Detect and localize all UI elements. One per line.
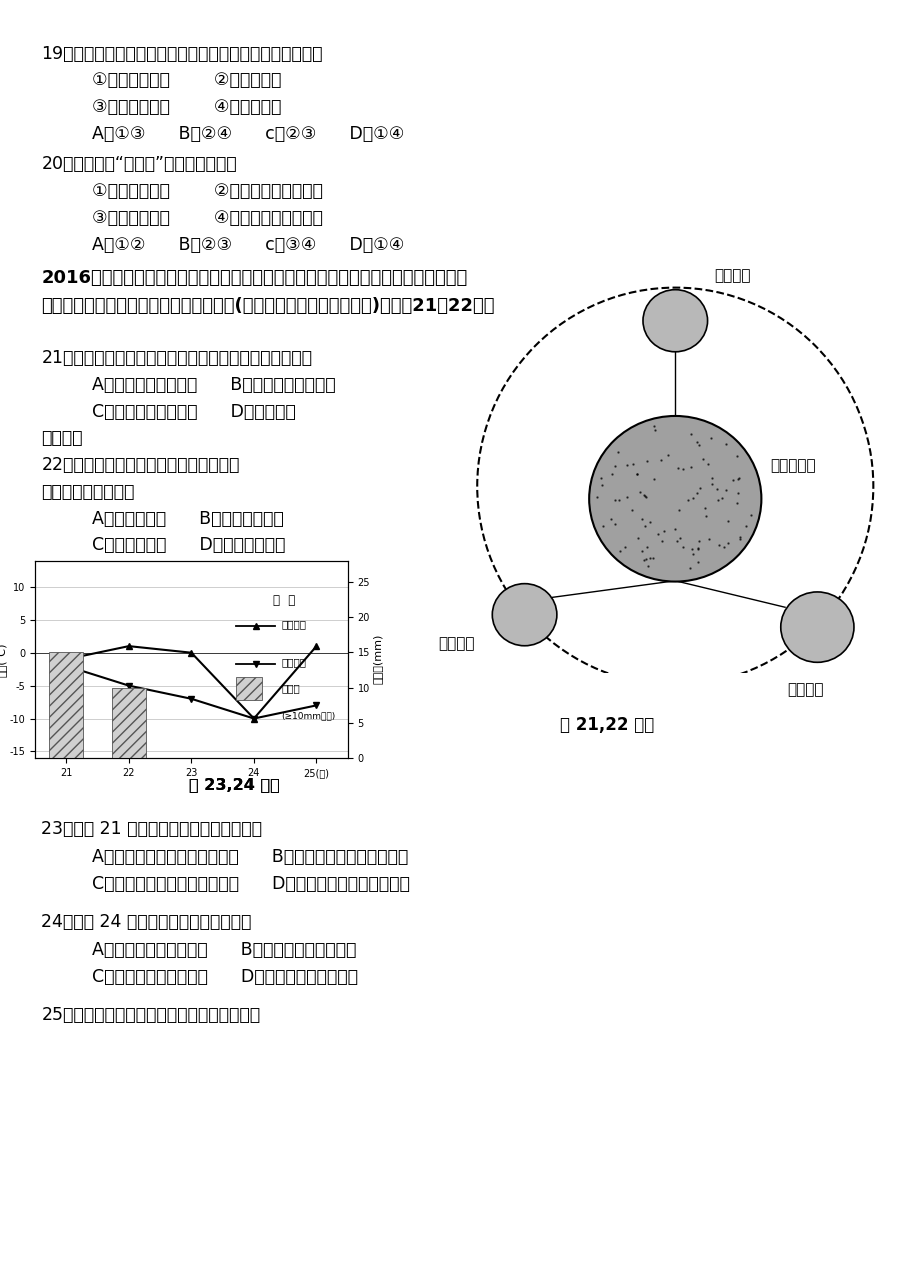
Text: 19．该区域降低煮炭、锂铁、水泥等行业产能的主要原因是: 19．该区域降低煮炭、锂铁、水泥等行业产能的主要原因是 [41,45,323,62]
Text: 最低气温: 最低气温 [281,657,306,668]
Text: 图  例: 图 例 [272,594,295,606]
Text: A．中原城市群      B．长株潭城市群: A．中原城市群 B．长株潭城市群 [92,510,283,527]
Circle shape [588,415,761,581]
Text: 最高气温: 最高气温 [281,619,306,629]
Circle shape [492,583,556,646]
Text: 24．该地 24 日风力减小，其主要原因是: 24．该地 24 日风力减小，其主要原因是 [41,913,252,931]
Text: C．雪过天晴，天气转好      D．水平气压梯度力减小: C．雪过天晴，天气转好 D．水平气压梯度力减小 [92,968,357,986]
Text: 作的产业发展新格局，下图为其理想模式(实线圆图表示不同等级城市)。完成21、22题。: 作的产业发展新格局，下图为其理想模式(实线圆图表示不同等级城市)。完成21、22… [41,297,494,315]
Bar [49,652,84,758]
Circle shape [780,592,853,662]
Text: 2016年中央城市工作会议提出，我国城市群内应逐步形成横向错位发展、纵向分工协: 2016年中央城市工作会议提出，我国城市群内应逐步形成横向错位发展、纵向分工协 [41,269,467,287]
Text: 制造业甲: 制造业甲 [713,268,750,283]
Text: 21～25 日的天气变化。完成23、24题。: 21～25 日的天气变化。完成23、24题。 [41,592,269,610]
Text: 25．下图为世界某区域气候类型分布图。图中: 25．下图为世界某区域气候类型分布图。图中 [41,1006,260,1024]
Text: 第 23,24 题图: 第 23,24 题图 [188,777,279,792]
Text: 第 21,22 题图: 第 21,22 题图 [560,716,653,734]
Text: 21．我国把城市群作为城镇化发展主体形态的主要目的是: 21．我国把城市群作为城镇化发展主体形态的主要目的是 [41,349,312,367]
Text: A．①③      B．②④      c．②③      D．①④: A．①③ B．②④ c．②③ D．①④ [92,125,404,143]
Text: A．气温下降，气压上升      B．气温上升，气压下降: A．气温下降，气压上升 B．气温上升，气压下降 [92,941,356,959]
Text: 22．下列城市群中，目前产业发展格局最: 22．下列城市群中，目前产业发展格局最 [41,456,240,474]
Text: ①环境污染严重        ②劳动力短缺: ①环境污染严重 ②劳动力短缺 [92,71,281,89]
Text: 降雪量: 降雪量 [281,683,300,693]
Y-axis label: 降雪量(mm): 降雪量(mm) [372,634,382,684]
Text: C．提高城镇人口密度      D．改善城镇: C．提高城镇人口密度 D．改善城镇 [92,403,295,420]
Text: 接近该理想模式的是: 接近该理想模式的是 [41,483,134,501]
Y-axis label: 气温(℃): 气温(℃) [0,642,6,676]
Text: A．扩大城镇总体规模      B．促进城镇协调发展: A．扩大城镇总体规模 B．促进城镇协调发展 [92,376,335,394]
Text: 第 23,24 题图: 第 23,24 题图 [188,777,279,792]
Text: C．气压高，干冷气流强烈下沉      D．暖空气强烈抬升干冷空气: C．气压高，干冷气流强烈下沉 D．暖空气强烈抬升干冷空气 [92,875,410,893]
Bar [111,688,146,758]
Text: 制造业乙: 制造业乙 [438,636,474,651]
Text: A．气压低，暖湿气流强烈上升      B．冷空气强烈抬升暖湿空气: A．气压低，暖湿气流强烈上升 B．冷空气强烈抬升暖湿空气 [92,848,408,866]
Text: (≥10mm暴雪): (≥10mm暴雪) [281,711,335,720]
Text: ①缓解就业压力        ②有利于科技文化发展: ①缓解就业压力 ②有利于科技文化发展 [92,182,323,200]
Text: ③矿产资源枯竭        ④经济效益低: ③矿产资源枯竭 ④经济效益低 [92,98,281,116]
Text: C．成渝城市群      D．长三角城市群: C．成渝城市群 D．长三角城市群 [92,536,285,554]
Text: 20．该区域按“十三五”规划发展，可以: 20．该区域按“十三五”规划发展，可以 [41,155,237,173]
Text: 总部、研发: 总部、研发 [769,459,815,473]
Text: ③优化产业结构        ④加快高耗能产业转出: ③优化产业结构 ④加快高耗能产业转出 [92,209,323,227]
Bar [235,676,262,699]
Circle shape [642,289,707,352]
Text: 制造业丙: 制造业丙 [787,682,823,697]
Text: 23．该地 21 日出现暴雪天气的主要原因是: 23．该地 21 日出现暴雪天气的主要原因是 [41,820,262,838]
Text: A．①②      B．②③      c．③④      D．①④: A．①② B．②③ c．③④ D．①④ [92,236,404,254]
Text: 下图示意浙江省某地 2016 年 1 月: 下图示意浙江省某地 2016 年 1 月 [41,566,233,583]
Text: 交通联系: 交通联系 [41,429,83,447]
